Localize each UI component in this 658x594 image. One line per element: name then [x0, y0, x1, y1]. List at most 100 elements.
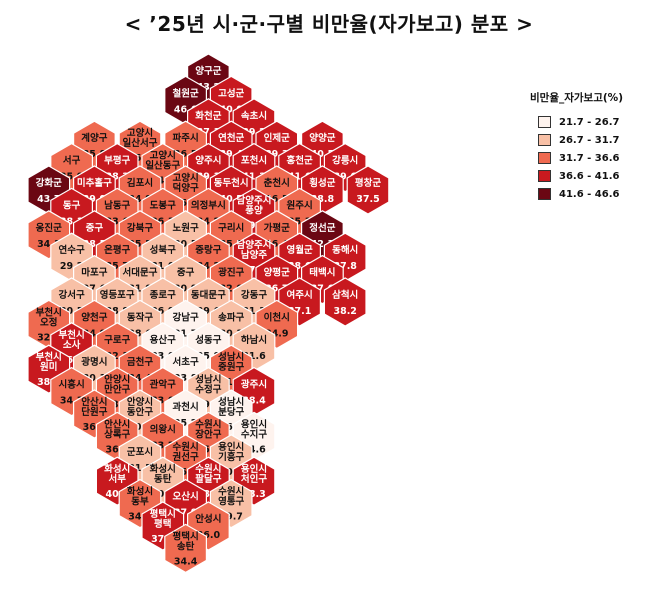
region-name: 광진구	[218, 267, 244, 279]
region-name: 태백시	[309, 267, 335, 279]
region-name: 양천구	[81, 311, 107, 323]
region-value: 38.5	[197, 489, 220, 500]
region-value: 35.9	[60, 172, 83, 183]
region-name: 강동구	[241, 289, 267, 301]
region-name: 동구	[63, 200, 81, 211]
region-value: 34.2	[197, 261, 220, 272]
region-name: 고양시 덕양구	[172, 172, 198, 194]
region-name: 서초구	[172, 356, 198, 368]
region-name: 성남시 분당구	[218, 396, 244, 418]
region-value: 37.6	[311, 284, 335, 295]
region-name: 남양주시 풍양	[237, 194, 272, 216]
region-value: 42.3	[311, 239, 334, 250]
legend-swatch-4	[538, 170, 551, 182]
region-name: 노원구	[172, 222, 198, 234]
legend-item-3: 31.7 - 36.6	[538, 149, 655, 167]
region-value: 38.4	[242, 396, 266, 407]
region-value: 30.1	[219, 328, 242, 339]
region-name: 홍천군	[286, 155, 312, 167]
region-value: 37.5	[356, 194, 379, 205]
region-value: 37.4	[242, 265, 266, 276]
region-name: 구로구	[104, 335, 130, 346]
region-name: 안양시 만안구	[104, 374, 130, 396]
region-name: 안산시 단원구	[81, 396, 107, 418]
region-value: 32.1	[105, 351, 128, 362]
region-value: 36.0	[197, 530, 221, 541]
region-name: 광명시	[81, 356, 107, 368]
region-name: 연수구	[58, 245, 84, 256]
region-value: 34.3	[60, 396, 83, 407]
region-value: 40.5	[219, 194, 242, 205]
legend-label-3: 31.7 - 36.6	[559, 152, 620, 164]
region-value: 34.9	[128, 194, 151, 205]
region-name: 계양구	[81, 132, 107, 144]
region-value: 35.7	[174, 198, 197, 209]
region-value: 27.6	[83, 284, 107, 295]
region-name: 구리시	[218, 222, 244, 234]
region-hex-shape	[164, 523, 207, 574]
region-name: 광주시	[241, 379, 267, 391]
legend-label-2: 26.7 - 31.7	[559, 134, 620, 146]
legend-swatch-5	[538, 188, 551, 200]
region-value: 36.5	[265, 194, 288, 205]
region-value: 46.6	[174, 104, 198, 115]
region-name: 양주시	[195, 155, 221, 167]
region-value: 40.0	[219, 104, 243, 115]
region-name: 금천구	[127, 357, 153, 368]
region-value: 36.4	[265, 239, 289, 250]
region-value: 38.0	[37, 377, 61, 388]
legend-label-4: 36.6 - 41.6	[559, 170, 620, 182]
legend-swatch-2	[538, 134, 551, 146]
region-hex-58: 삼척시 38.2	[323, 277, 367, 327]
legend-label-5: 41.6 - 46.6	[559, 188, 620, 200]
region-name: 군포시	[127, 447, 153, 458]
region-value: 25.8	[197, 351, 221, 362]
region-value: 39.9	[83, 194, 106, 205]
region-hex-100: 평택시 송탄 34.4	[164, 523, 207, 574]
region-name: 마포구	[81, 267, 107, 279]
region-name: 영등포구	[100, 289, 135, 301]
region-value: 28.6	[128, 328, 152, 339]
region-name: 영월군	[286, 244, 312, 256]
region-value: 36.9	[60, 355, 83, 366]
region-value: 30.1	[83, 373, 106, 384]
region-name: 남동구	[104, 199, 130, 211]
region-value: 37.4	[151, 534, 175, 545]
legend-title: 비만율_자가보고(%)	[530, 92, 623, 104]
region-value: 38.3	[105, 172, 128, 183]
region-hex-shape	[323, 277, 367, 327]
region-value: 21.7	[174, 328, 197, 339]
region-value: 23.8	[174, 373, 198, 384]
region-name: 강남구	[172, 311, 198, 323]
region-name: 서대문구	[123, 267, 158, 279]
region-value: 35.8	[83, 149, 107, 160]
region-name: 부평구	[104, 155, 130, 167]
region-name: 용인시 처인구	[241, 464, 267, 485]
region-value: 31.3	[242, 306, 265, 317]
region-name: 양평군	[264, 267, 290, 279]
region-hex-25: 평창군 37.5	[346, 165, 390, 215]
region-name: 포천시	[241, 156, 267, 167]
region-name: 평택시 송탄	[172, 530, 198, 552]
region-value: 34.9	[128, 512, 151, 523]
region-name: 가평군	[264, 222, 290, 234]
region-value: 36.2	[83, 422, 106, 433]
region-name: 수원시 영통구	[218, 486, 244, 508]
region-value: 34.4	[174, 556, 198, 567]
region-name: 성남시 수정구	[195, 374, 221, 396]
region-value: 31.5	[128, 463, 151, 474]
region-value: 31.0	[151, 261, 175, 272]
region-value: 31.6	[242, 351, 266, 362]
region-value: 30.7	[128, 422, 151, 433]
region-value: 33.0	[151, 396, 175, 407]
region-name: 인제군	[264, 132, 290, 144]
region-value: 33.9	[105, 400, 128, 411]
region-name: 의왕시	[150, 423, 176, 435]
region-value: 36.4	[105, 444, 129, 455]
region-value: 43.2	[197, 82, 220, 93]
region-value: 39.1	[197, 172, 220, 183]
region-value: 38.6	[288, 261, 312, 272]
region-name: 화성시 서부	[104, 463, 130, 485]
region-name: 고양시 일산동구	[145, 150, 180, 172]
region-name: 미추홀구	[77, 177, 112, 189]
